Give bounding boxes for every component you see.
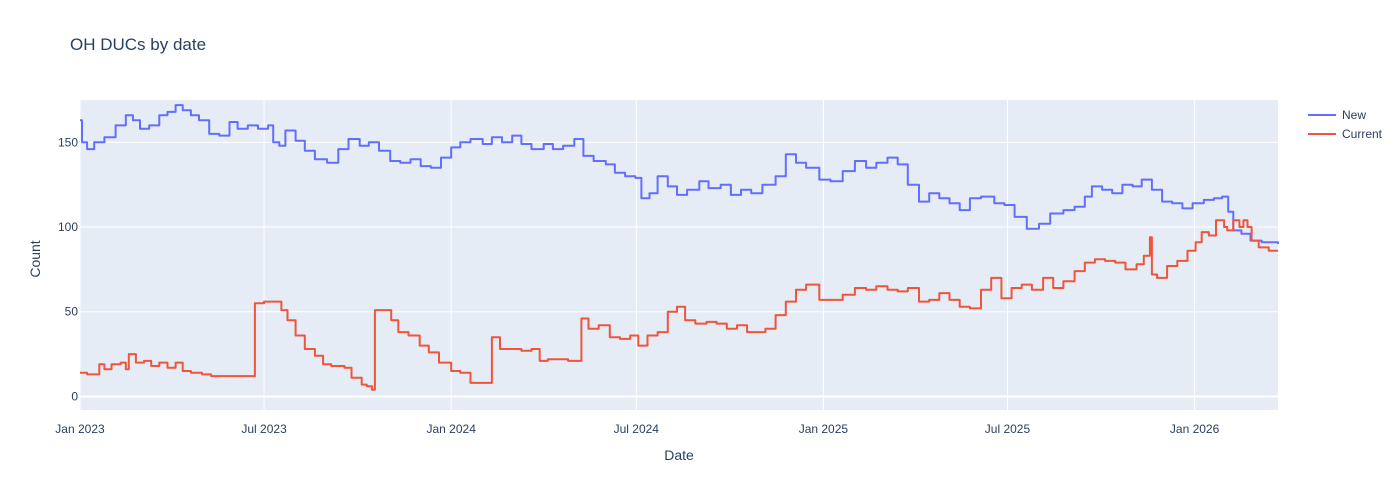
x-tick-label: Jan 2024 [427, 422, 477, 436]
y-tick-labels: 0 50 100 150 [58, 135, 78, 403]
y-tick-label: 0 [71, 389, 78, 403]
x-tick-labels: Jan 2023 Jul 2023 Jan 2024 Jul 2024 Jan 2025… [55, 422, 1219, 436]
y-tick-label: 150 [58, 135, 78, 149]
series-layer [80, 104, 1279, 391]
series-line-current [80, 219, 1278, 391]
x-tick-label: Jan 2023 [55, 422, 105, 436]
legend: New Current [1308, 108, 1383, 141]
x-axis-title: Date [664, 447, 694, 463]
legend-label-current: Current [1342, 127, 1383, 141]
y-axis-title: Count [27, 240, 43, 277]
x-tick-label: Jul 2025 [985, 422, 1031, 436]
legend-label-new: New [1342, 108, 1366, 122]
series-line-new [80, 104, 1279, 244]
y-tick-label: 50 [65, 305, 79, 319]
chart-title: OH DUCs by date [70, 35, 206, 54]
y-tick-label: 100 [58, 220, 78, 234]
x-tick-label: Jan 2025 [799, 422, 849, 436]
x-tick-label: Jul 2023 [241, 422, 287, 436]
x-tick-label: Jan 2026 [1170, 422, 1220, 436]
x-tick-label: Jul 2024 [614, 422, 660, 436]
plot-area [80, 100, 1278, 410]
